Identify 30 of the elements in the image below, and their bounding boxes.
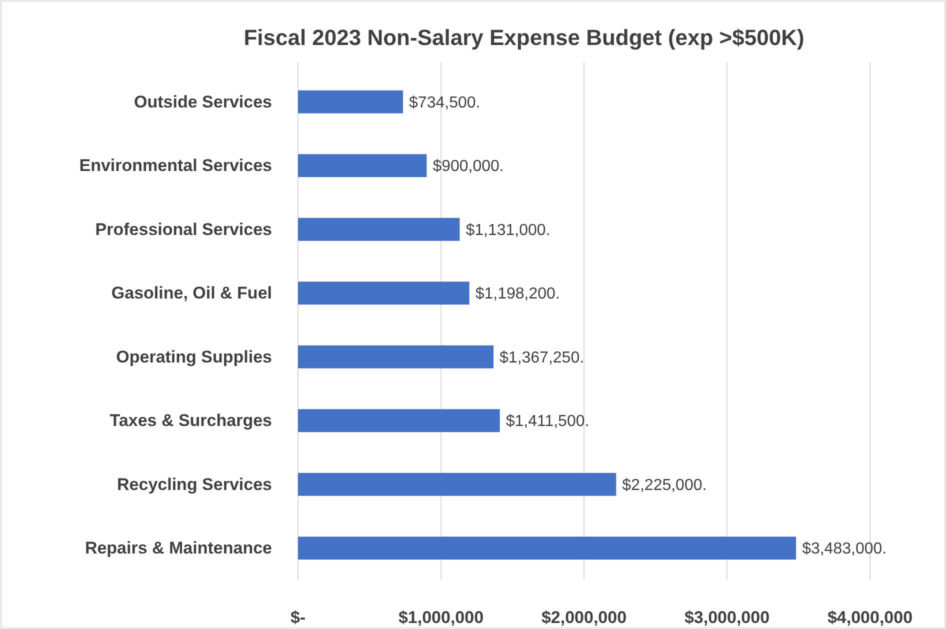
data-label: $1,411,500. — [506, 413, 590, 430]
data-label: $3,483,000. — [802, 540, 887, 558]
y-tick-label: Outside Services — [134, 92, 272, 112]
y-tick-label: Recycling Services — [117, 474, 272, 494]
bar — [298, 154, 427, 178]
bar — [298, 409, 500, 432]
x-tick-label: $4,000,000 — [827, 608, 913, 628]
data-label: $1,131,000. — [466, 222, 550, 239]
y-tick-label: Gasoline, Oil & Fuel — [111, 284, 272, 303]
bar — [298, 536, 796, 560]
bar — [298, 90, 404, 114]
chart-title: Fiscal 2023 Non-Salary Expense Budget (exp >$500K) — [244, 25, 804, 50]
data-label: $1,367,250. — [500, 349, 584, 366]
y-tick-label: Repairs & Maintenance — [84, 538, 272, 558]
x-tick-label: $1,000,000 — [398, 608, 484, 628]
x-tick-label: $3,000,000 — [684, 608, 770, 628]
y-tick-label: Operating Supplies — [116, 347, 272, 366]
data-label: $2,225,000. — [622, 476, 707, 494]
y-tick-label: Environmental Services — [79, 156, 272, 176]
data-label: $734,500. — [409, 94, 480, 112]
bar — [298, 472, 616, 496]
x-tick-label: $- — [290, 608, 306, 628]
bar — [298, 282, 470, 305]
y-tick-label: Professional Services — [95, 220, 272, 239]
data-label: $900,000. — [432, 158, 504, 176]
data-label: $1,198,200. — [475, 286, 560, 303]
x-tick-label: $2,000,000 — [541, 608, 627, 628]
y-tick-label: Taxes & Surcharges — [110, 411, 272, 430]
bar — [298, 218, 460, 241]
bar — [298, 345, 494, 368]
